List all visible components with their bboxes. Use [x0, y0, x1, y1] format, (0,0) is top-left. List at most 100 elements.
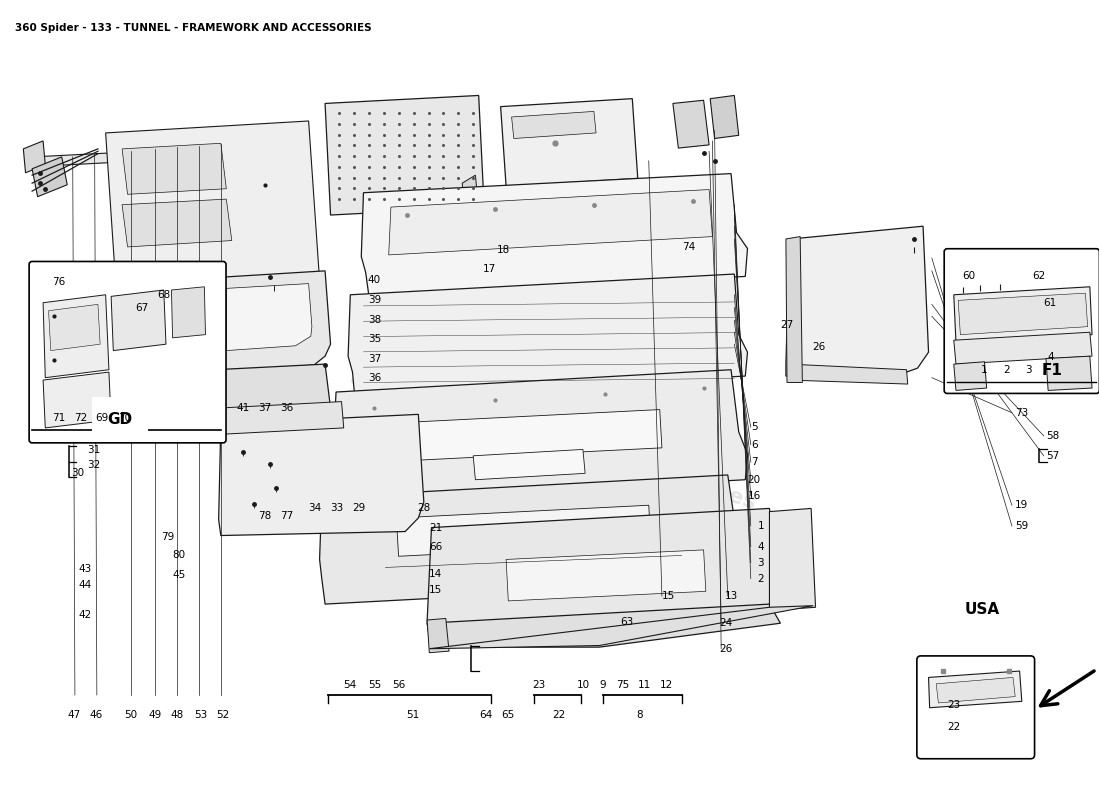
Text: 2: 2 — [758, 574, 764, 583]
Text: 9: 9 — [600, 681, 606, 690]
Polygon shape — [32, 157, 67, 197]
Polygon shape — [106, 121, 320, 296]
Text: 53: 53 — [195, 710, 208, 720]
Text: 56: 56 — [392, 681, 405, 690]
Text: 61: 61 — [1044, 298, 1057, 308]
Text: 16: 16 — [748, 490, 761, 501]
Polygon shape — [427, 509, 780, 639]
Text: 7: 7 — [751, 457, 758, 467]
Text: 35: 35 — [367, 334, 381, 345]
Text: 4: 4 — [758, 542, 764, 552]
Text: 45: 45 — [173, 570, 186, 580]
Text: 71: 71 — [52, 413, 65, 422]
Polygon shape — [111, 290, 166, 350]
Polygon shape — [180, 143, 191, 153]
Text: USA: USA — [965, 602, 1000, 618]
Text: 15: 15 — [662, 591, 675, 601]
Polygon shape — [954, 332, 1092, 364]
Text: 66: 66 — [429, 542, 442, 552]
Polygon shape — [958, 293, 1088, 334]
Polygon shape — [361, 174, 748, 296]
Polygon shape — [219, 414, 424, 535]
Polygon shape — [673, 100, 710, 148]
Text: 30: 30 — [72, 468, 85, 478]
Text: 43: 43 — [78, 564, 91, 574]
Text: 47: 47 — [67, 710, 80, 720]
Text: 58: 58 — [1046, 431, 1059, 441]
Text: 41: 41 — [236, 403, 250, 413]
Text: 52: 52 — [217, 710, 230, 720]
Text: autosources: autosources — [346, 368, 491, 432]
Text: 23: 23 — [947, 699, 960, 710]
Text: 14: 14 — [429, 569, 442, 578]
Text: 10: 10 — [576, 681, 590, 690]
Polygon shape — [785, 226, 928, 376]
Text: autosources: autosources — [605, 446, 758, 513]
Text: 44: 44 — [78, 580, 91, 590]
Text: 17: 17 — [483, 264, 496, 274]
Polygon shape — [23, 141, 45, 173]
Text: 74: 74 — [682, 242, 695, 252]
Text: 77: 77 — [280, 510, 294, 521]
Text: 1: 1 — [981, 365, 988, 374]
Text: 27: 27 — [780, 320, 793, 330]
Polygon shape — [785, 237, 802, 382]
Text: autosources: autosources — [478, 488, 622, 551]
Text: 64: 64 — [480, 710, 493, 720]
Text: 46: 46 — [89, 710, 102, 720]
Text: 15: 15 — [429, 585, 442, 594]
Text: 32: 32 — [87, 459, 100, 470]
Polygon shape — [348, 274, 748, 396]
Text: 59: 59 — [1015, 521, 1028, 531]
Text: 75: 75 — [616, 681, 629, 690]
Text: 70: 70 — [118, 413, 131, 422]
Text: 12: 12 — [660, 681, 673, 690]
Text: 67: 67 — [135, 302, 149, 313]
Text: 5: 5 — [751, 422, 758, 432]
Polygon shape — [172, 286, 206, 338]
Text: 8: 8 — [637, 710, 644, 720]
Text: 20: 20 — [748, 474, 760, 485]
Polygon shape — [789, 364, 907, 384]
Polygon shape — [407, 410, 662, 461]
Polygon shape — [388, 190, 713, 255]
Polygon shape — [221, 402, 343, 434]
Text: 57: 57 — [1046, 451, 1059, 461]
Text: 78: 78 — [258, 510, 272, 521]
Text: 24: 24 — [719, 618, 733, 628]
Text: 38: 38 — [367, 315, 381, 326]
Text: 26: 26 — [719, 644, 733, 654]
Text: 42: 42 — [78, 610, 91, 620]
Text: 26: 26 — [812, 342, 825, 352]
Text: 36: 36 — [280, 403, 294, 413]
Polygon shape — [48, 304, 100, 350]
Text: 49: 49 — [148, 710, 162, 720]
Text: 72: 72 — [74, 413, 87, 422]
Polygon shape — [512, 111, 596, 138]
Text: 36: 36 — [367, 373, 381, 382]
Text: 3: 3 — [1025, 365, 1032, 374]
Polygon shape — [429, 606, 813, 649]
Polygon shape — [954, 362, 987, 390]
Text: 2: 2 — [1003, 365, 1010, 374]
Text: 34: 34 — [309, 503, 322, 514]
Text: 33: 33 — [330, 503, 344, 514]
Polygon shape — [43, 294, 109, 378]
Text: 3: 3 — [758, 558, 764, 568]
FancyBboxPatch shape — [917, 656, 1035, 758]
Text: 39: 39 — [367, 294, 381, 305]
Text: autosources: autosources — [386, 303, 539, 370]
Polygon shape — [43, 372, 111, 428]
Text: autosources: autosources — [309, 486, 462, 553]
Polygon shape — [954, 286, 1092, 342]
Polygon shape — [711, 95, 739, 138]
Polygon shape — [194, 143, 205, 153]
Text: 40: 40 — [367, 275, 381, 286]
Text: 51: 51 — [406, 710, 419, 720]
Text: 73: 73 — [1015, 408, 1028, 418]
Text: 31: 31 — [87, 446, 100, 455]
Text: 55: 55 — [367, 681, 381, 690]
Polygon shape — [219, 271, 331, 372]
Polygon shape — [1046, 356, 1092, 390]
Text: 13: 13 — [725, 591, 738, 601]
